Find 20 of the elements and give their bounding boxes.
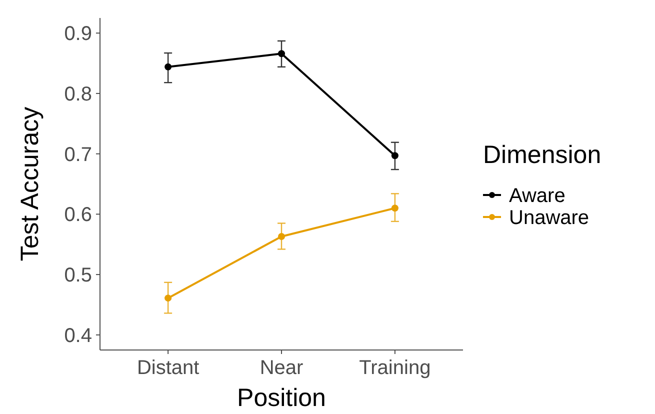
- point: [391, 204, 398, 212]
- legend-label: Aware: [509, 185, 566, 207]
- point: [164, 63, 172, 70]
- y-axis-title: Test Accuracy: [16, 106, 44, 262]
- point: [391, 152, 398, 160]
- x-tick-label: Near: [260, 357, 304, 379]
- point: [278, 233, 285, 240]
- x-axis-title: Position: [237, 384, 326, 412]
- legend-label: Unaware: [509, 207, 590, 229]
- point: [164, 294, 172, 302]
- legend-title: Dimension: [483, 141, 602, 169]
- x-tick-label: Training: [359, 357, 431, 379]
- x-tick-label: Distant: [136, 357, 200, 379]
- y-tick-label: 0.8: [64, 83, 92, 106]
- y-tick-label: 0.7: [64, 144, 92, 166]
- y-tick-label: 0.4: [64, 324, 92, 347]
- y-tick-label: 0.5: [64, 264, 92, 287]
- y-tick-label: 0.9: [64, 23, 92, 46]
- point: [278, 50, 285, 58]
- y-tick-label: 0.6: [64, 204, 92, 226]
